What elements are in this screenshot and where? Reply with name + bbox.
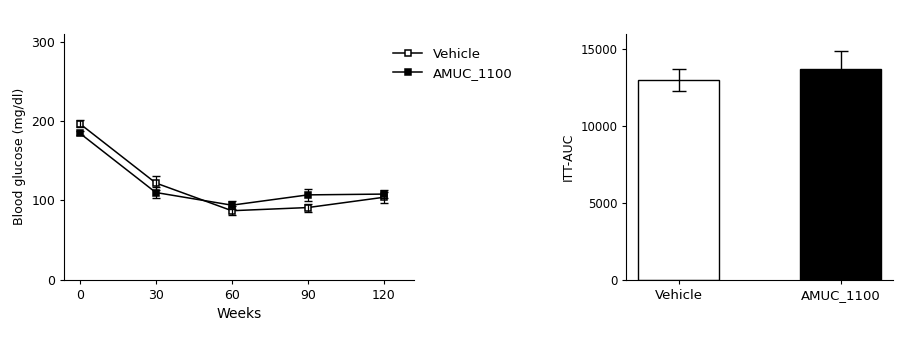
Bar	[638, 80, 719, 280]
Y-axis label: ITT-AUC: ITT-AUC	[562, 133, 575, 181]
Y-axis label: Blood glucose (mg/dl): Blood glucose (mg/dl)	[13, 88, 26, 225]
Bar	[800, 70, 881, 280]
Legend: Vehicle, AMUC_1100: Vehicle, AMUC_1100	[393, 47, 513, 80]
X-axis label: Weeks: Weeks	[216, 307, 262, 321]
